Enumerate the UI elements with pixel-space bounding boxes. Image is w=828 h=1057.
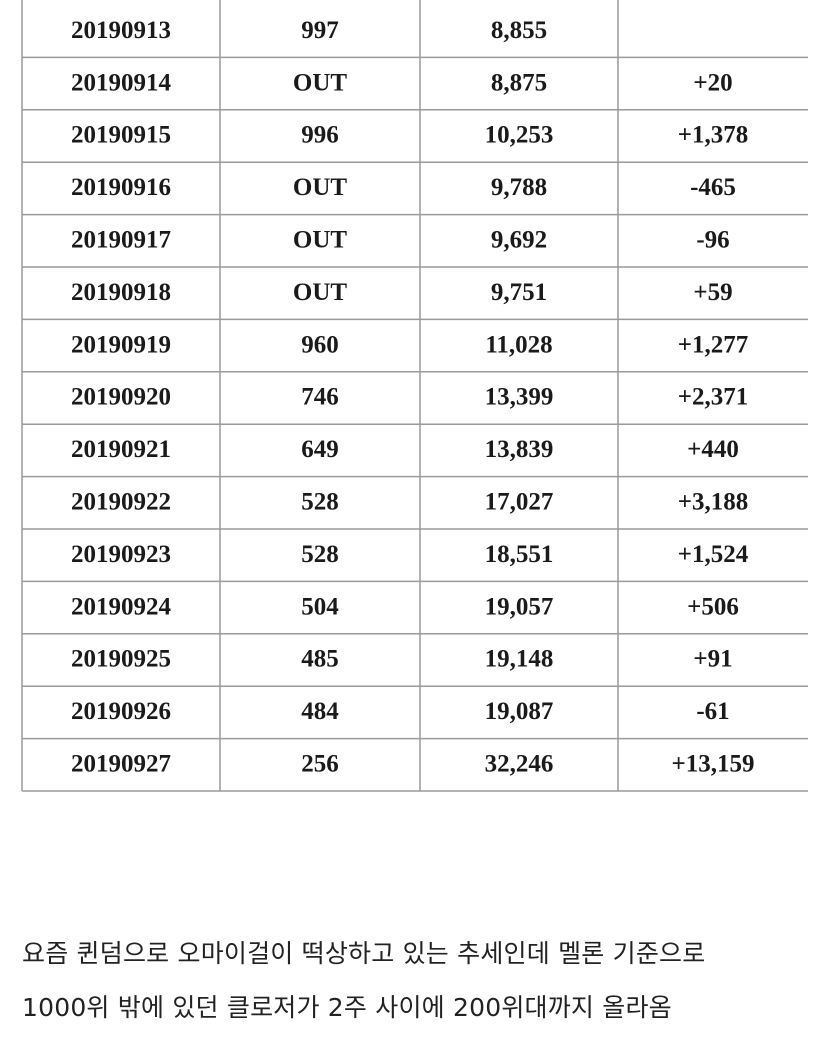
table-cell: 32,246 <box>485 751 554 778</box>
caption-line: 요즘 퀸덤으로 오마이걸이 떡상하고 있는 추세인데 멜론 기준으로 <box>22 939 706 968</box>
table-cell: 13,839 <box>485 436 554 463</box>
table-cell: 528 <box>301 489 339 516</box>
table-cell: 19,057 <box>485 593 554 620</box>
table-cell: 20190917 <box>71 227 171 254</box>
table-cell: 8,855 <box>491 17 547 44</box>
table-cell: -61 <box>696 698 729 725</box>
table-cell: 8,875 <box>491 69 547 96</box>
table-cell: 18,551 <box>485 541 554 568</box>
table-cell: 484 <box>301 698 339 725</box>
table-cell: 19,087 <box>485 698 554 725</box>
table-cell: +1,524 <box>678 541 749 568</box>
table-cell: +440 <box>687 436 739 463</box>
table-cell: 485 <box>301 646 339 673</box>
table-cell: 20190927 <box>71 751 171 778</box>
table-cell: 9,692 <box>491 227 547 254</box>
table-cell: 20190919 <box>71 331 171 358</box>
table-cell: +13,159 <box>672 751 755 778</box>
table-cell: -96 <box>696 227 729 254</box>
table-cell: 19,148 <box>485 646 554 673</box>
table-cell: 13,399 <box>485 384 554 411</box>
table-cell: 20190922 <box>71 489 171 516</box>
table-cell: +2,371 <box>678 384 749 411</box>
table-cell: OUT <box>293 174 348 201</box>
table-cell: 20190924 <box>71 593 172 620</box>
table-cell: 9,751 <box>491 279 547 306</box>
table-cell: 20190913 <box>71 17 171 44</box>
table-cell: 17,027 <box>485 489 554 516</box>
table-cell: -465 <box>690 174 736 201</box>
table: 20190913 997 8,855 20190914 OUT 8,875 +20 20190… <box>21 0 808 792</box>
table-cell: 256 <box>301 751 339 778</box>
table-cell: 10,253 <box>485 122 554 149</box>
table-cell: +1,277 <box>678 331 749 358</box>
table-cell: 20190915 <box>71 122 171 149</box>
table-cell: 746 <box>301 384 339 411</box>
table-cell: 20190916 <box>71 174 171 201</box>
table-cell: 20190923 <box>71 541 171 568</box>
table-cell: 20190920 <box>71 384 171 411</box>
table-cell: +506 <box>687 593 739 620</box>
table-cell: 20190918 <box>71 279 171 306</box>
table-cell: +1,378 <box>678 122 749 149</box>
table-cell: 997 <box>301 17 339 44</box>
caption-line: 1000위 밖에 있던 클로저가 2주 사이에 200위대까지 올라옴 <box>22 993 672 1022</box>
table-cell: OUT <box>293 279 348 306</box>
table-cell: +91 <box>693 646 732 673</box>
table-cell: +20 <box>693 69 732 96</box>
table-cell: 11,028 <box>485 331 552 358</box>
table-cell: 649 <box>301 436 339 463</box>
table-cell: OUT <box>293 69 348 96</box>
table-cell: OUT <box>293 227 348 254</box>
table-cell: 528 <box>301 541 339 568</box>
table-cell: 20190925 <box>71 646 171 673</box>
table-cell: 20190914 <box>71 69 172 96</box>
table-cell: 960 <box>301 331 339 358</box>
table-cell: 996 <box>301 122 339 149</box>
table-cell: 20190921 <box>71 436 171 463</box>
table-cell: 9,788 <box>491 174 547 201</box>
table-cell: 504 <box>301 593 339 620</box>
table-cell: +3,188 <box>678 489 749 516</box>
table-cell: +59 <box>693 279 732 306</box>
table-cell: 20190926 <box>71 698 171 725</box>
